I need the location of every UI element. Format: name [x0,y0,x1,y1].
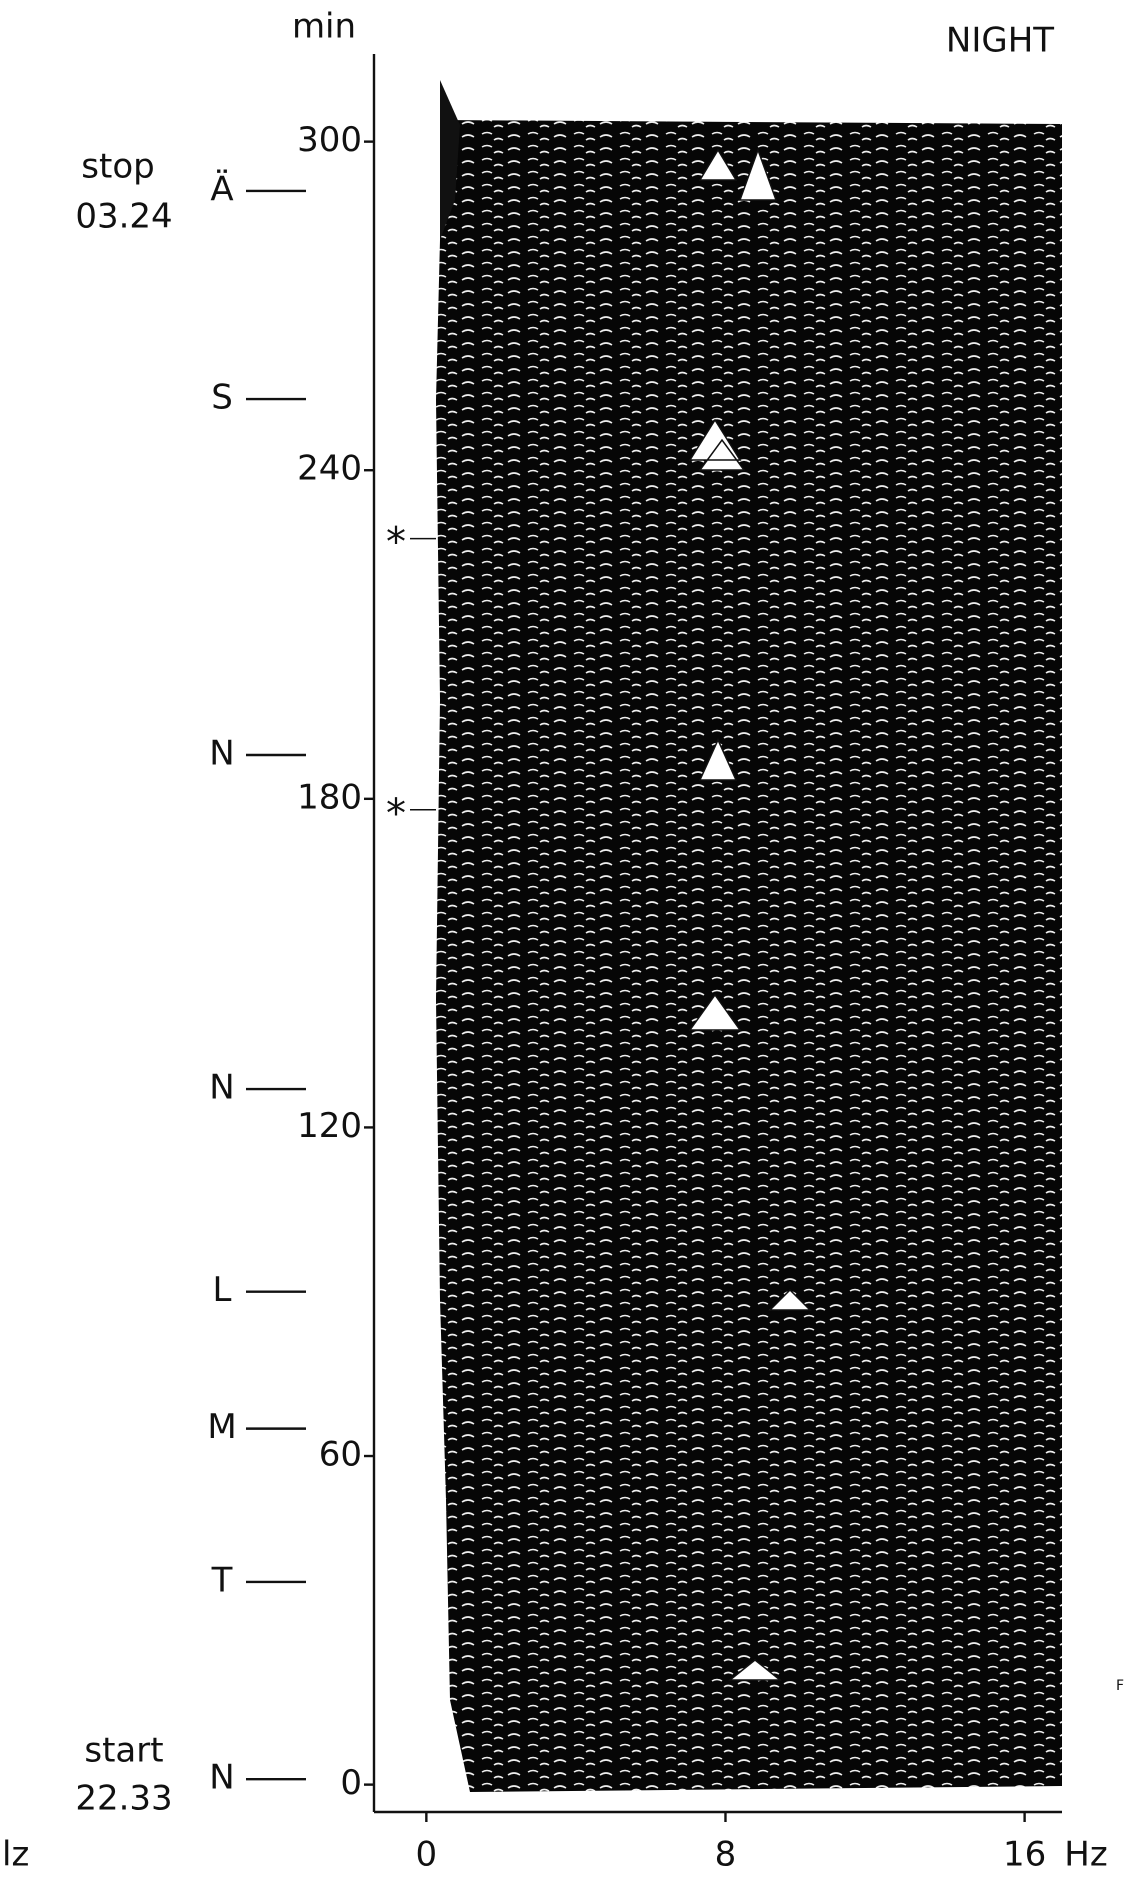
y-tick-label: 300 [297,120,362,160]
stage-label: L [213,1270,232,1310]
event-marker: * [386,520,406,566]
stage-label: S [211,378,233,418]
x-tick-label: 0 [416,1835,438,1875]
stop-time: 03.24 [75,197,172,237]
spectra [436,120,1062,1792]
chart-title: NIGHT [946,21,1054,61]
stage-label: N [209,1758,234,1798]
x-axis-label: Hz [1064,1835,1107,1875]
y-tick-label: 0 [340,1763,362,1803]
stage-label: T [211,1560,233,1600]
x-tick-label: 8 [715,1835,737,1875]
stage-label: M [207,1407,236,1447]
x-tick-label: 16 [1003,1835,1046,1875]
stage-label: N [209,1068,234,1108]
start-time: 22.33 [75,1779,172,1819]
edge-fragment: F [1116,1678,1124,1694]
stop-label: stop [81,147,154,187]
spectral-array [436,80,1062,1792]
spectra-edge [440,80,460,240]
stage-label: N [209,734,234,774]
y-axis-label: min [292,7,356,47]
y-tick-label: 240 [297,449,362,489]
edge-fragment: lz [2,1835,29,1875]
peak-decoration [688,147,812,1681]
event-marker: * [386,791,406,837]
y-tick-label: 180 [297,777,362,817]
y-tick-label: 120 [297,1106,362,1146]
y-tick-label: 60 [319,1435,362,1475]
start-label: start [84,1731,163,1771]
stage-label: Ä [210,169,233,209]
